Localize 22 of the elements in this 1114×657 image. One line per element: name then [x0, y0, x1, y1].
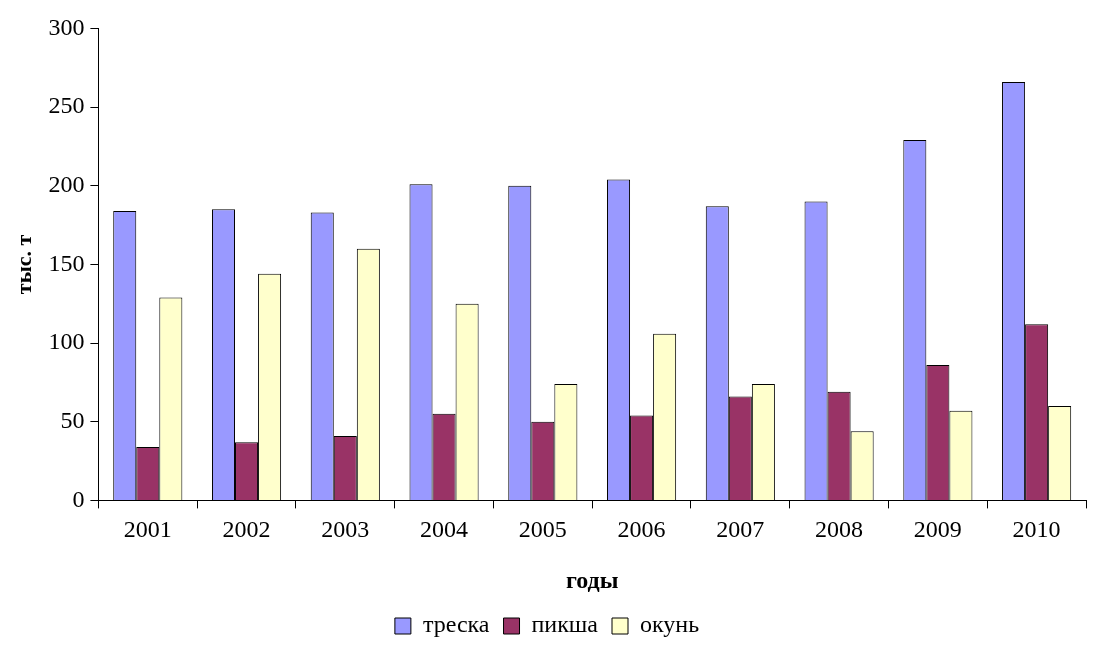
- y-tick-label: 100: [48, 328, 85, 355]
- y-tick-label: 0: [72, 485, 85, 512]
- legend-label: треска: [422, 611, 490, 638]
- x-tick-label: 2001: [123, 516, 172, 543]
- y-tick-label: 150: [48, 249, 85, 276]
- y-axis-title: тыс. т: [10, 234, 36, 295]
- x-tick-label: 2009: [913, 516, 962, 543]
- x-tick-label: 2006: [617, 516, 666, 543]
- x-tick-label: 2004: [420, 516, 469, 543]
- y-tick-label: 250: [48, 92, 85, 119]
- x-tick-label: 2005: [518, 516, 567, 543]
- x-tick-label: 2010: [1012, 516, 1061, 543]
- legend-label: пикша: [531, 611, 599, 638]
- x-tick-label: 2008: [815, 516, 864, 543]
- y-tick-label: 50: [60, 407, 85, 434]
- x-tick-label: 2007: [716, 516, 765, 543]
- x-tick-label: 2002: [222, 516, 271, 543]
- legend-label: окунь: [640, 611, 700, 638]
- y-tick-label: 200: [48, 171, 85, 198]
- x-axis-title: годы: [565, 566, 619, 593]
- y-tick-label: 300: [48, 13, 85, 40]
- x-tick-label: 2003: [321, 516, 370, 543]
